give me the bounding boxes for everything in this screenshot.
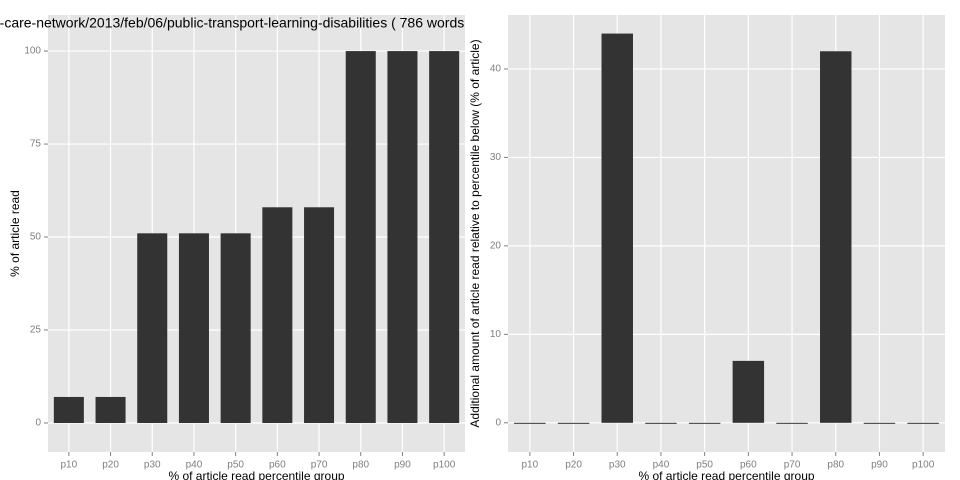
y-tick-label: 50	[30, 232, 42, 243]
x-tick-label: p20	[565, 460, 582, 471]
bar	[220, 233, 251, 423]
x-tick-label: p100	[912, 460, 935, 471]
bar	[732, 360, 765, 423]
x-tick-label: p50	[696, 460, 713, 471]
x-tick-label: p40	[186, 460, 203, 471]
bar	[601, 33, 633, 423]
bar	[262, 207, 293, 423]
bar	[820, 51, 852, 423]
x-axis-label: % of article read percentile group	[638, 469, 814, 480]
y-tick-label: 20	[490, 241, 502, 252]
bar	[429, 51, 460, 423]
y-tick-label: 0	[495, 417, 501, 428]
y-tick-label: 10	[490, 329, 502, 340]
chart-title: al-care-network/2013/feb/06/public-trans…	[0, 15, 464, 31]
x-tick-label: p100	[433, 460, 456, 471]
y-axis-label: Additional amount of article read relati…	[468, 39, 482, 427]
bar	[514, 422, 546, 424]
y-tick-label: 0	[35, 418, 41, 429]
x-tick-label: p20	[102, 460, 119, 471]
bar	[907, 422, 939, 424]
y-axis-label: % of article read	[8, 190, 22, 277]
bar	[137, 233, 168, 423]
x-tick-label: p10	[522, 460, 539, 471]
bar	[557, 422, 590, 424]
y-tick-label: 40	[490, 64, 502, 75]
y-tick-label: 75	[30, 139, 42, 150]
bar	[304, 207, 335, 423]
x-tick-label: p40	[653, 460, 670, 471]
y-tick-label: 100	[24, 46, 41, 57]
x-tick-label: p90	[871, 460, 888, 471]
y-tick-label: 25	[30, 325, 42, 336]
x-tick-label: p90	[394, 460, 411, 471]
bar	[95, 396, 126, 423]
x-tick-label: p70	[311, 460, 328, 471]
bar	[345, 51, 376, 423]
x-tick-label: p30	[144, 460, 161, 471]
x-tick-label: p80	[827, 460, 844, 471]
x-axis-label: % of article read percentile group	[168, 469, 344, 480]
bar	[645, 422, 677, 424]
y-tick-label: 30	[490, 152, 502, 163]
x-tick-label: p80	[352, 460, 369, 471]
bar	[776, 422, 808, 424]
x-tick-label: p60	[269, 460, 286, 471]
bar	[387, 51, 418, 423]
x-tick-label: p70	[784, 460, 801, 471]
x-tick-label: p30	[609, 460, 626, 471]
bar	[53, 396, 84, 423]
plot-background	[508, 15, 945, 452]
x-tick-label: p10	[61, 460, 78, 471]
x-tick-label: p50	[227, 460, 244, 471]
bar	[688, 422, 721, 424]
bar	[178, 233, 209, 423]
x-tick-label: p60	[740, 460, 757, 471]
bar	[863, 422, 896, 424]
